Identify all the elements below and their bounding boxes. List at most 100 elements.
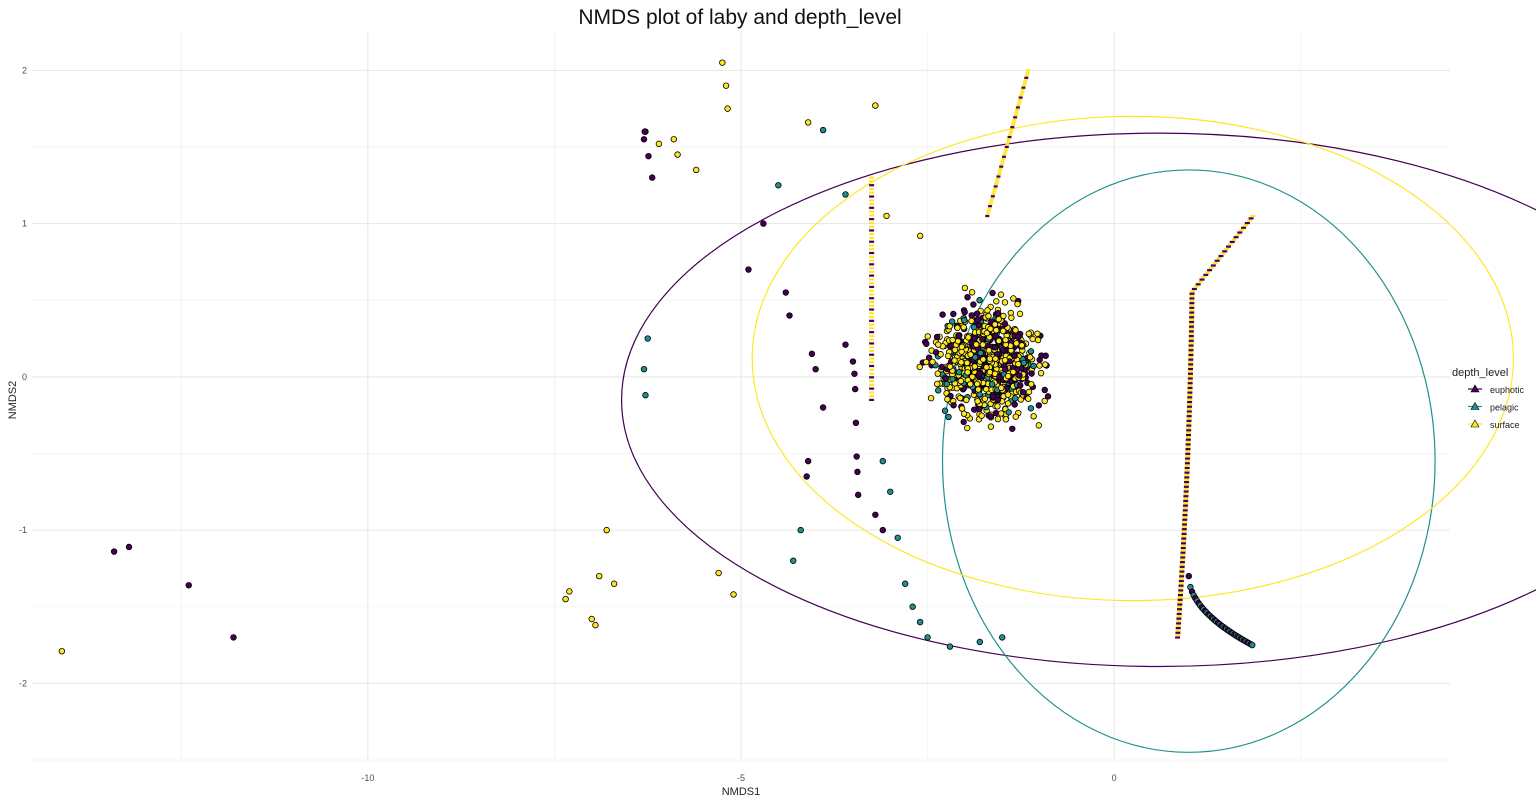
band-mark	[1185, 436, 1191, 439]
band-mark	[1182, 504, 1188, 507]
band-mark	[869, 202, 875, 206]
legend-label-euphotic: euphotic	[1490, 385, 1525, 395]
cloud-point-euphotic	[992, 333, 999, 340]
point-surface	[58, 647, 66, 655]
cloud-point-surface	[997, 291, 1005, 298]
band-mark	[990, 197, 995, 200]
band-mark	[1183, 492, 1189, 495]
cloud-point-surface	[982, 386, 990, 393]
band-mark	[1182, 511, 1188, 514]
band-mark	[1178, 584, 1184, 587]
band-mark	[1188, 346, 1194, 349]
band-mark	[1199, 278, 1205, 281]
dense-point-bands	[869, 69, 1256, 639]
band-mark	[1004, 148, 1009, 151]
band-mark	[1205, 271, 1211, 274]
point-pelagic	[644, 335, 651, 342]
cloud-point-surface	[986, 369, 994, 376]
cloud-point-surface	[964, 424, 971, 432]
cloud-point-surface	[935, 341, 942, 348]
band-mark	[1235, 233, 1241, 236]
band-mark	[1180, 544, 1186, 547]
cloud-point-surface	[916, 363, 923, 371]
band-mark	[1185, 455, 1191, 458]
band-mark	[1189, 290, 1195, 293]
band-mark	[1181, 535, 1187, 538]
band-mark	[1180, 558, 1186, 561]
legend-items: euphotic pelagic surface	[1468, 384, 1525, 430]
band-mark	[1187, 377, 1193, 380]
band-mark	[1185, 448, 1191, 451]
band-mark	[1189, 294, 1195, 298]
band-mark	[1191, 287, 1197, 291]
cloud-point-pelagic	[1011, 395, 1019, 402]
band-mark	[1179, 565, 1185, 568]
band-mark	[1189, 316, 1195, 319]
cloud-point-pelagic	[941, 407, 949, 414]
legend-key-marker-euphotic	[1470, 384, 1480, 393]
band-mark	[1188, 337, 1194, 340]
band-mark	[869, 206, 875, 209]
band-mark	[1011, 123, 1016, 126]
band-mark	[1188, 339, 1194, 342]
x-tick-label: -10	[361, 773, 374, 783]
band-mark	[1005, 143, 1010, 146]
band-mark	[1183, 490, 1189, 493]
cloud-point-surface	[1034, 330, 1041, 337]
point-euphotic	[854, 491, 862, 499]
band-mark	[985, 212, 990, 215]
band-mark	[1017, 101, 1022, 104]
band-mark	[1023, 79, 1028, 82]
cloud-point-pelagic	[961, 317, 968, 324]
band-mark	[987, 207, 992, 210]
band-mark	[1187, 379, 1193, 382]
legend-key-marker-surface	[1470, 419, 1480, 428]
band-mark	[1015, 106, 1020, 109]
band-mark	[989, 200, 994, 203]
cloud-point-surface	[979, 341, 987, 348]
cloud-point-euphotic	[955, 332, 963, 340]
band-mark	[1182, 523, 1188, 526]
point-pelagic	[642, 392, 649, 399]
band-mark	[1181, 542, 1187, 545]
band-mark	[1188, 327, 1194, 331]
cloud-point-surface	[1025, 388, 1033, 396]
band-mark	[1186, 426, 1192, 430]
band-mark	[1188, 353, 1194, 357]
point-surface	[562, 595, 569, 603]
cloud-point-surface	[963, 359, 971, 367]
cloud-point-euphotic	[950, 310, 957, 318]
band-mark	[1188, 349, 1194, 352]
point-surface	[674, 151, 681, 158]
band-mark	[1183, 488, 1189, 491]
band-mark	[1181, 539, 1187, 543]
cloud-point-surface	[1025, 395, 1032, 402]
band-mark	[1177, 598, 1183, 601]
band-mark	[869, 334, 875, 337]
band-mark	[1015, 108, 1020, 112]
confidence-ellipses	[621, 115, 1536, 753]
band-mark	[997, 172, 1002, 176]
band-mark	[1227, 243, 1233, 246]
band-mark	[1183, 499, 1189, 503]
band-mark	[1187, 375, 1193, 378]
band-mark	[1021, 86, 1026, 89]
band-mark	[869, 379, 875, 383]
band-mark	[998, 168, 1003, 171]
band-mark	[1188, 344, 1194, 347]
band-mark	[1185, 445, 1191, 448]
point-surface	[588, 615, 595, 623]
chart-title: NMDS plot of laby and depth_level	[578, 6, 901, 29]
cloud-point-surface	[1000, 312, 1007, 320]
band-mark	[1022, 84, 1027, 87]
cloud-point-surface	[997, 410, 1005, 417]
cloud-point-euphotic	[975, 322, 983, 329]
band-mark	[1203, 273, 1209, 276]
point-euphotic	[812, 365, 819, 373]
cloud-point-surface	[927, 394, 935, 402]
cloud-point-surface	[984, 307, 991, 314]
cloud-point-surface	[987, 325, 994, 333]
band-mark	[999, 165, 1004, 168]
ellipse-pelagic	[941, 169, 1436, 753]
band-mark	[1244, 221, 1250, 225]
